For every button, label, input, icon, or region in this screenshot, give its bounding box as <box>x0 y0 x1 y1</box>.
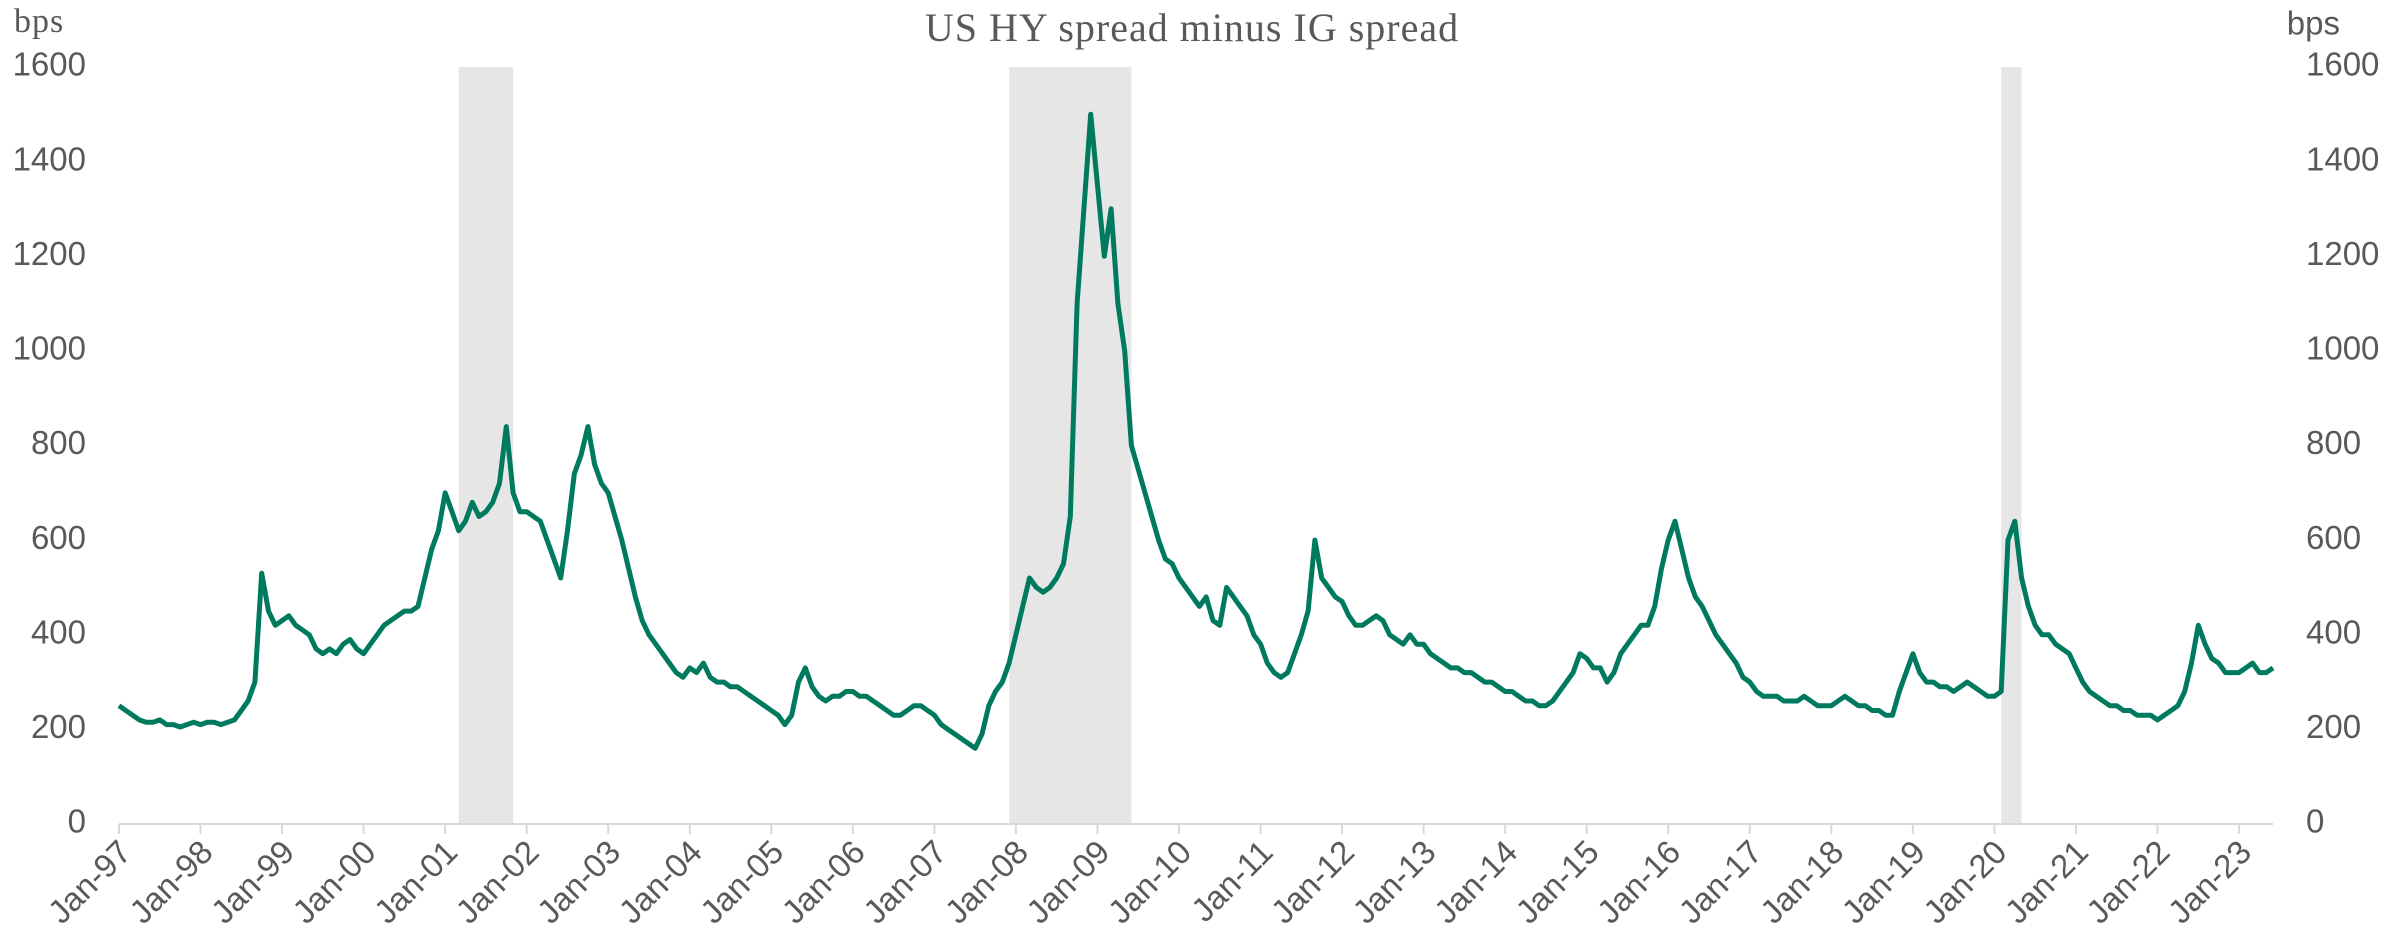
x-tick-label: Jan-02 <box>448 833 546 931</box>
y2-tick-label: 1400 <box>2306 140 2379 177</box>
y-tick-label: 1400 <box>13 140 86 177</box>
y2-tick-label: 0 <box>2306 803 2324 840</box>
y-tick-label: 1600 <box>13 46 86 83</box>
x-tick-label: Jan-12 <box>1264 833 1362 931</box>
x-tick-label: Jan-99 <box>204 833 302 931</box>
y-tick-label: 200 <box>31 708 86 745</box>
x-tick-label: Jan-16 <box>1590 833 1688 931</box>
x-tick-label: Jan-10 <box>1101 833 1199 931</box>
x-tick-label: Jan-22 <box>2079 833 2177 931</box>
x-tick-label: Jan-01 <box>367 833 465 931</box>
x-tick-label: Jan-08 <box>938 833 1036 931</box>
y2-tick-label: 200 <box>2306 708 2361 745</box>
x-tick-label: Jan-97 <box>41 833 139 931</box>
chart-title: US HY spread minus IG spread <box>925 5 1459 50</box>
x-tick-label: Jan-17 <box>1671 833 1769 931</box>
y2-axis-label: bps <box>2287 5 2340 42</box>
x-tick-label: Jan-07 <box>856 833 954 931</box>
y2-tick-label: 1600 <box>2306 46 2379 83</box>
y-tick-label: 400 <box>31 613 86 650</box>
y-tick-label: 1000 <box>13 330 86 367</box>
x-tick-label: Jan-21 <box>1998 833 2096 931</box>
x-tick-label: Jan-05 <box>693 833 791 931</box>
x-tick-label: Jan-00 <box>285 833 383 931</box>
x-tick-label: Jan-14 <box>1427 833 1525 931</box>
x-tick-label: Jan-03 <box>530 833 628 931</box>
x-tick-label: Jan-11 <box>1184 833 1280 929</box>
x-tick-label: Jan-18 <box>1753 833 1851 931</box>
y2-tick-label: 800 <box>2306 424 2361 461</box>
y2-tick-label: 600 <box>2306 519 2361 556</box>
x-tick-label: Jan-20 <box>1916 833 2014 931</box>
x-tick-label: Jan-98 <box>122 833 220 931</box>
y2-tick-label: 1000 <box>2306 330 2379 367</box>
x-tick-label: Jan-09 <box>1019 833 1117 931</box>
x-tick-label: Jan-13 <box>1345 833 1443 931</box>
x-tick-label: Jan-04 <box>611 833 709 931</box>
x-tick-label: Jan-23 <box>2161 833 2259 931</box>
series-line <box>117 111 2275 751</box>
y-tick-label: 600 <box>31 519 86 556</box>
x-tick-label: Jan-06 <box>774 833 872 931</box>
y-axis-label: bps <box>14 3 64 40</box>
y2-tick-label: 400 <box>2306 613 2361 650</box>
y-tick-label: 1200 <box>13 235 86 272</box>
x-tick-label: Jan-19 <box>1834 833 1932 931</box>
y-tick-label: 800 <box>31 424 86 461</box>
y2-tick-label: 1200 <box>2306 235 2379 272</box>
y-tick-label: 0 <box>68 803 86 840</box>
recession-shade <box>2001 67 2022 824</box>
x-tick-label: Jan-15 <box>1508 833 1606 931</box>
